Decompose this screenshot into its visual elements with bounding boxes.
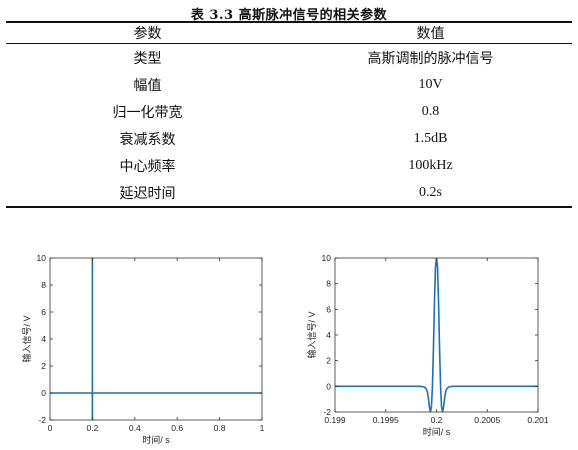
y-tick-label: 6 — [326, 304, 331, 314]
x-tick-label: 0.2005 — [474, 415, 500, 425]
table-row: 中心频率 100kHz — [6, 152, 572, 179]
param-value: 0.8 — [421, 103, 440, 119]
parameter-table: 参数 数值 类型 高斯调制的脉冲信号 幅值 10V 归一化带宽 0.8 衰减系数… — [6, 21, 572, 208]
y-tick-label: 2 — [326, 356, 331, 366]
x-tick-label: 0 — [48, 423, 53, 433]
y-tick-label: 2 — [41, 361, 46, 371]
table-row: 幅值 10V — [6, 71, 572, 98]
table-row: 归一化带宽 0.8 — [6, 98, 572, 125]
y-tick-label: 6 — [41, 307, 46, 317]
y-tick-label: -2 — [38, 415, 46, 425]
y-tick-label: -2 — [323, 407, 331, 417]
param-value: 1.5dB — [413, 130, 448, 146]
y-tick-label: 10 — [322, 253, 332, 263]
table-header-row: 参数 数值 — [6, 22, 572, 44]
y-tick-label: 4 — [326, 330, 331, 340]
plot-frame — [334, 257, 539, 413]
y-tick-label: 8 — [326, 279, 331, 289]
x-tick-label: 0.2 — [431, 415, 443, 425]
series-line — [50, 258, 262, 420]
x-tick-label: 0.4 — [129, 423, 141, 433]
param-name: 衰减系数 — [119, 131, 176, 148]
y-tick-label: 4 — [41, 334, 46, 344]
x-tick-label: 0.201 — [527, 415, 549, 425]
plot-frame — [49, 257, 263, 421]
chart-2: 0.199 0.1995 0.2 0.2005 0.201 -2 0 2 4 6 8 10 时间/ s 输… — [306, 253, 549, 437]
y-axis-label: 输入信号/ V — [306, 311, 317, 358]
param-name: 中心频率 — [119, 158, 176, 175]
x-axis-label: 时间/ s — [142, 434, 170, 445]
table-row: 衰减系数 1.5dB — [6, 125, 572, 152]
table-row: 类型 高斯调制的脉冲信号 — [6, 44, 572, 72]
x-tick-label: 0.2 — [86, 423, 98, 433]
x-tick-label: 0.1995 — [373, 415, 399, 425]
table-caption: 表 3.3 高斯脉冲信号的相关参数 — [190, 8, 388, 23]
y-axis-label: 输入信号/ V — [21, 315, 32, 362]
param-value: 0.2s — [419, 184, 442, 200]
y-tick-label: 8 — [41, 280, 46, 290]
param-name: 延迟时间 — [119, 185, 176, 202]
x-tick-label: 1 — [260, 423, 265, 433]
table-row: 延迟时间 0.2s — [6, 179, 572, 207]
param-value: 100kHz — [408, 157, 453, 173]
header-parameter: 参数 — [133, 26, 162, 42]
y-tick-label: 0 — [326, 381, 331, 391]
x-tick-label: 0.199 — [324, 415, 346, 425]
series-line — [335, 258, 538, 412]
header-value: 数值 — [416, 26, 445, 42]
x-tick-label: 0.8 — [214, 423, 226, 433]
param-name: 归一化带宽 — [112, 104, 183, 121]
y-tick-label: 10 — [37, 253, 47, 263]
param-value: 10V — [418, 76, 443, 92]
param-value: 高斯调制的脉冲信号 — [367, 50, 494, 67]
y-tick-label: 0 — [41, 388, 46, 398]
param-name: 幅值 — [133, 77, 162, 94]
x-tick-label: 0.6 — [171, 423, 183, 433]
x-axis-label: 时间/ s — [423, 426, 451, 437]
param-name: 类型 — [133, 50, 162, 67]
